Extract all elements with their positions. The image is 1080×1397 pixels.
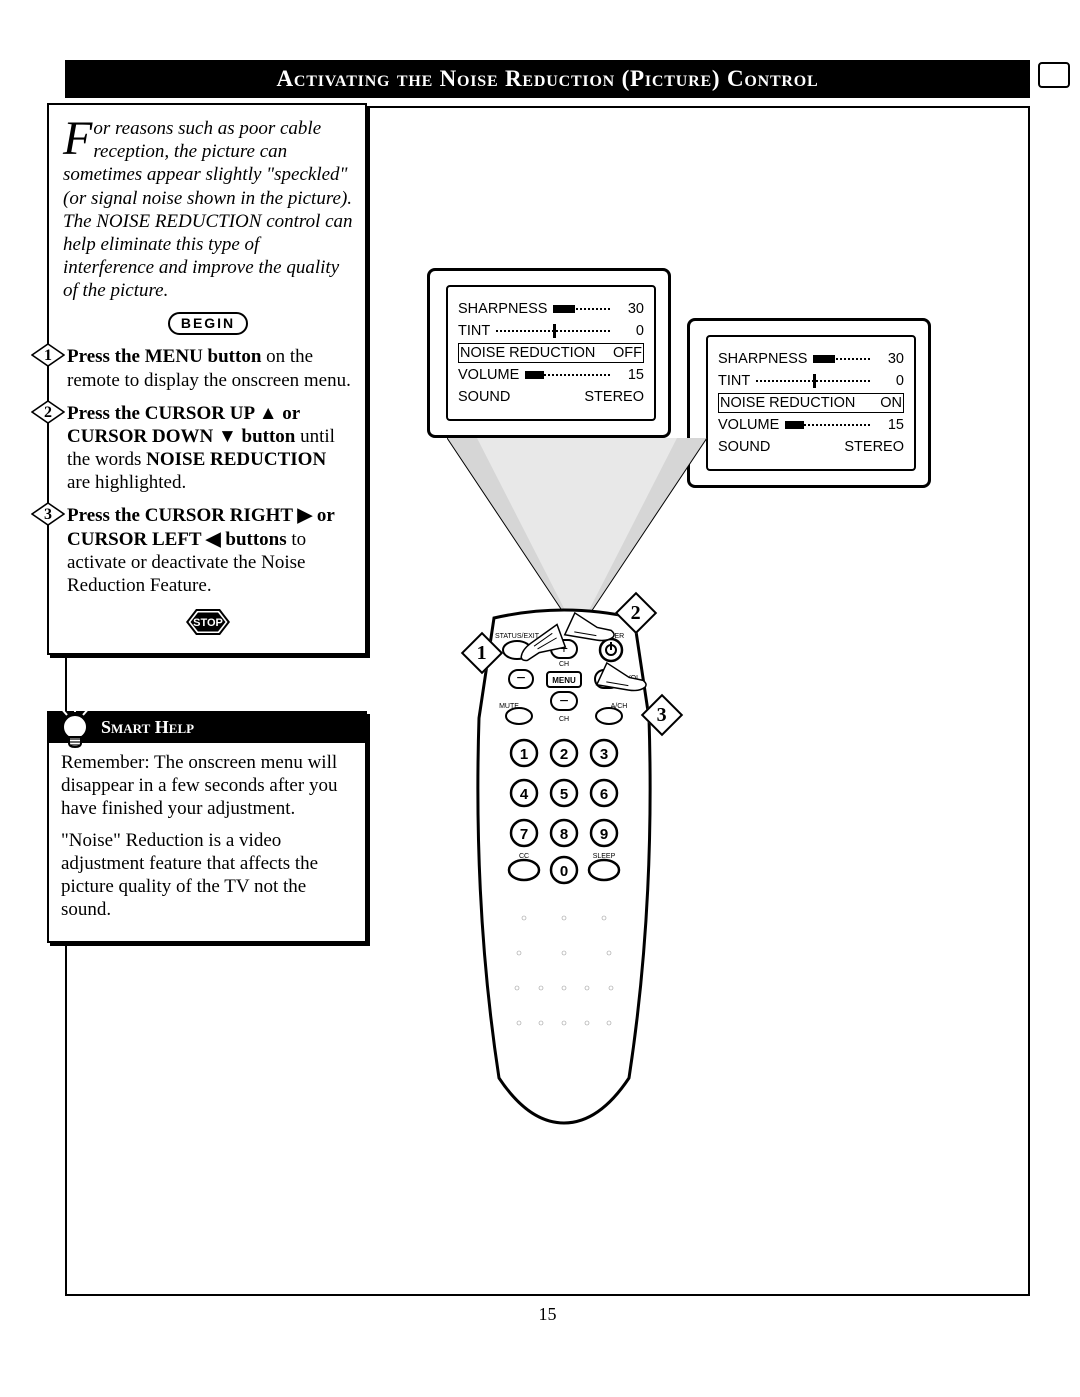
osd-bar	[496, 326, 610, 336]
page-number: 15	[65, 1304, 1030, 1325]
step-2-bold2: NOISE REDUCTION	[146, 449, 326, 470]
intro-text: For reasons such as poor cable reception…	[63, 117, 353, 302]
osd-row: SOUND STEREO	[718, 437, 904, 457]
osd-label: SOUND	[458, 389, 510, 405]
intro-body: or reasons such as poor cable reception,…	[63, 118, 353, 301]
tv-corner-icon	[1038, 62, 1070, 88]
svg-text:CH: CH	[559, 716, 569, 723]
svg-text:3: 3	[600, 746, 608, 763]
svg-text:7: 7	[520, 826, 528, 843]
instructions-box: For reasons such as poor cable reception…	[47, 103, 367, 655]
osd-label: NOISE REDUCTION	[460, 345, 595, 361]
svg-text:9: 9	[600, 826, 608, 843]
osd-value: 30	[616, 301, 644, 317]
osd-row: SHARPNESS 30	[718, 349, 904, 369]
svg-text:2: 2	[560, 746, 568, 763]
osd-value: 15	[876, 417, 904, 433]
svg-text:1: 1	[44, 347, 52, 364]
svg-text:STOP: STOP	[193, 617, 223, 629]
main-frame: For reasons such as poor cable reception…	[65, 106, 1030, 1296]
osd-value: ON	[874, 395, 902, 411]
svg-text:MENU: MENU	[552, 676, 576, 685]
step-1-diamond: 1	[31, 343, 65, 367]
osd-row: TINT 0	[718, 371, 904, 391]
osd-screen-off: SHARPNESS 30 TINT 0 NOISE REDUCTION OFF VOLUME…	[427, 268, 671, 438]
osd-value: STEREO	[584, 389, 644, 405]
step-1-bold: Press the MENU button	[67, 346, 261, 367]
svg-text:CH: CH	[559, 661, 569, 668]
osd-row: TINT 0	[458, 321, 644, 341]
osd-label: TINT	[458, 323, 490, 339]
osd-value: STEREO	[844, 439, 904, 455]
osd-row: NOISE REDUCTION OFF	[458, 343, 644, 363]
smart-help-body: Remember: The onscreen menu will disappe…	[49, 743, 365, 941]
osd-value: 15	[616, 367, 644, 383]
help-p1: Remember: The onscreen menu will disappe…	[61, 751, 353, 821]
step-2-diamond: 2	[31, 400, 65, 424]
svg-text:−: −	[516, 670, 525, 687]
step-2-tail2: are highlighted.	[67, 472, 186, 493]
svg-text:6: 6	[600, 786, 608, 803]
osd-value: 0	[876, 373, 904, 389]
step-2-bold: Press the CURSOR UP ▲ or CURSOR DOWN ▼ b…	[67, 403, 300, 447]
svg-text:4: 4	[520, 786, 529, 803]
osd-value: 30	[876, 351, 904, 367]
begin-badge: BEGIN	[168, 312, 248, 335]
osd-bar	[813, 354, 870, 364]
osd-bar	[785, 420, 870, 430]
osd-label: TINT	[718, 373, 750, 389]
osd-label: SHARPNESS	[458, 301, 547, 317]
osd-row: VOLUME 15	[718, 415, 904, 435]
osd-screen-on: SHARPNESS 30 TINT 0 NOISE REDUCTION ON VOLUME 1…	[687, 318, 931, 488]
projection-beams-icon	[447, 438, 707, 618]
osd-label: VOLUME	[458, 367, 519, 383]
smart-help-box: Smart Help Remember: The onscreen menu w…	[47, 711, 367, 943]
step-3: 3 Press the CURSOR RIGHT ▶ or CURSOR LEF…	[43, 504, 353, 597]
osd-value: OFF	[613, 345, 642, 361]
osd-row: VOLUME 15	[458, 365, 644, 385]
svg-text:0: 0	[560, 863, 568, 880]
osd-bar	[756, 376, 870, 386]
svg-text:3: 3	[44, 506, 52, 523]
svg-text:1: 1	[520, 746, 528, 763]
osd-value: 0	[616, 323, 644, 339]
svg-text:2: 2	[44, 404, 52, 421]
svg-text:8: 8	[560, 826, 568, 843]
stop-badge-icon: STOP	[184, 607, 232, 637]
help-p2: "Noise" Reduction is a video adjustment …	[61, 829, 353, 922]
osd-row: SOUND STEREO	[458, 387, 644, 407]
osd-label: SHARPNESS	[718, 351, 807, 367]
osd-bar	[553, 304, 610, 314]
svg-text:5: 5	[560, 786, 568, 803]
osd-row: NOISE REDUCTION ON	[718, 393, 904, 413]
step-2: 2 Press the CURSOR UP ▲ or CURSOR DOWN ▼…	[43, 402, 353, 495]
page-title-bar: Activating the Noise Reduction (Picture)…	[65, 60, 1030, 98]
smart-help-header: Smart Help	[49, 713, 365, 743]
left-column: For reasons such as poor cable reception…	[47, 103, 367, 943]
page-title: Activating the Noise Reduction (Picture)…	[276, 66, 818, 91]
step-1: 1 Press the MENU button on the remote to…	[43, 345, 353, 391]
osd-label: VOLUME	[718, 417, 779, 433]
lightbulb-icon	[55, 701, 95, 753]
smart-help-title: Smart Help	[101, 717, 194, 737]
osd-bar	[525, 370, 610, 380]
dropcap: F	[63, 119, 92, 160]
step-3-diamond: 3	[31, 502, 65, 526]
osd-label: SOUND	[718, 439, 770, 455]
osd-label: NOISE REDUCTION	[720, 395, 855, 411]
svg-text:−: −	[559, 693, 568, 710]
osd-row: SHARPNESS 30	[458, 299, 644, 319]
